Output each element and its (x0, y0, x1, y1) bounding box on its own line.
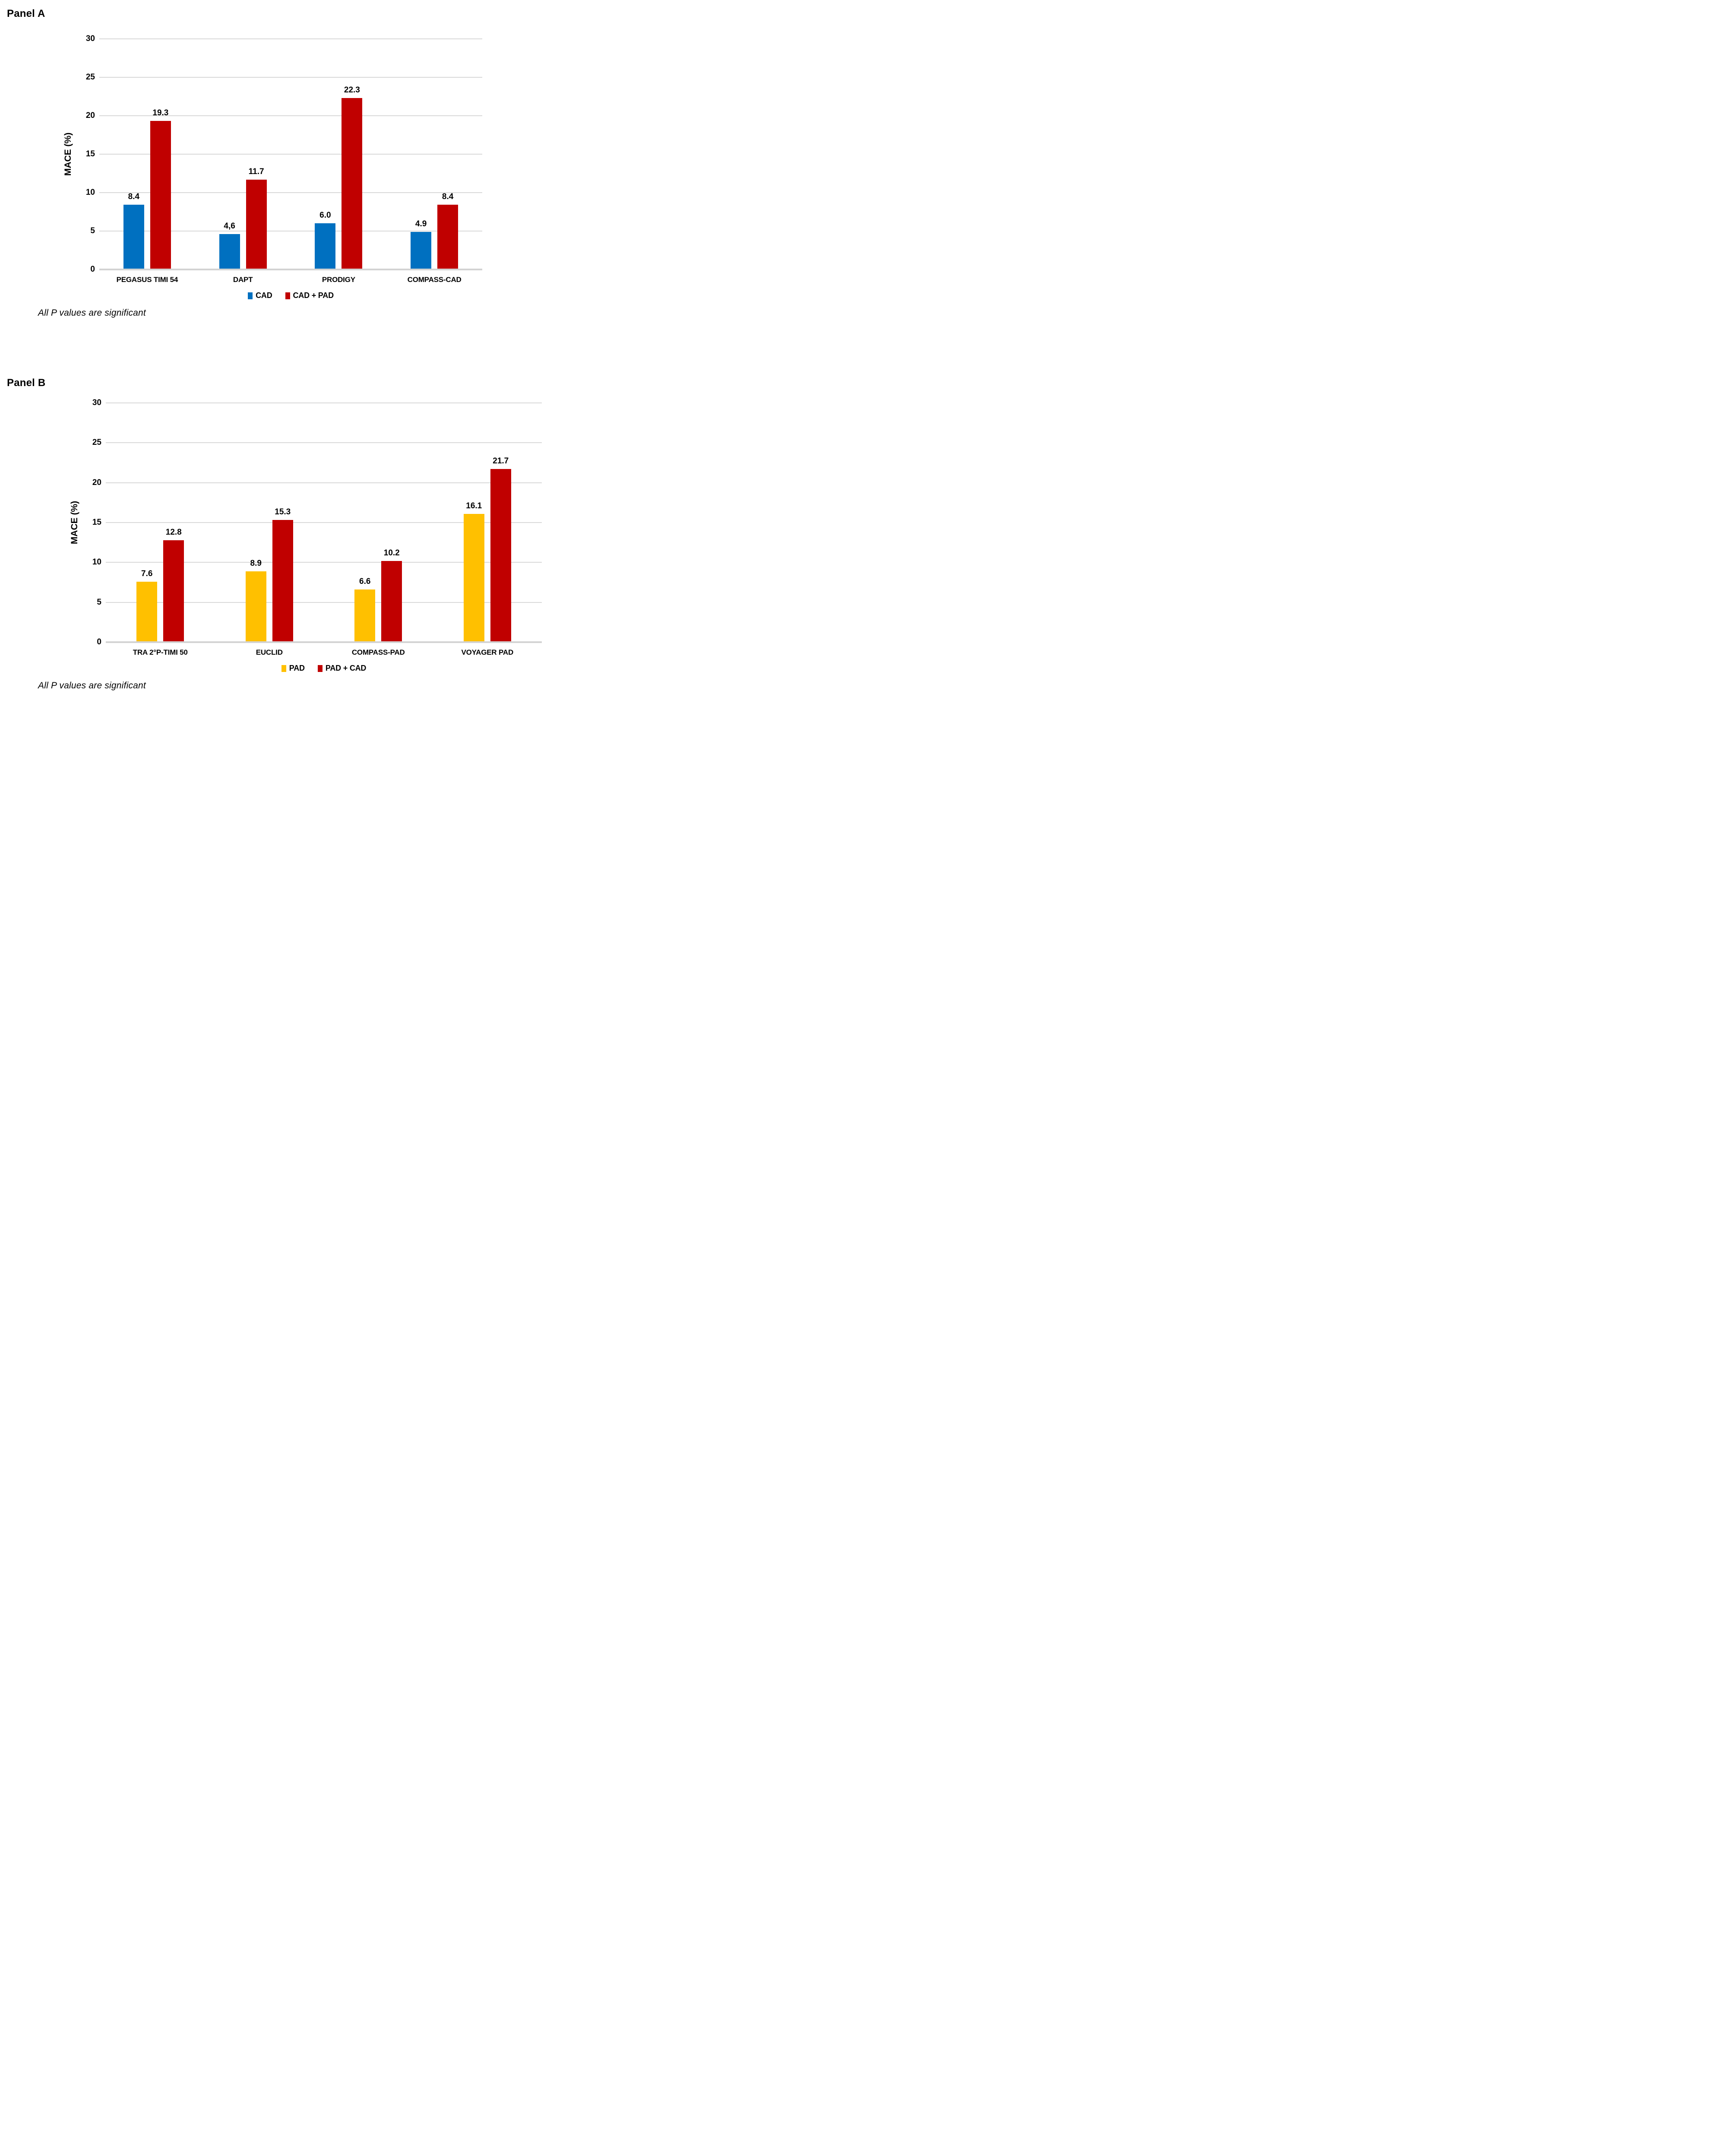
panel-b-group-euclid: 8.9 15.3 (215, 403, 324, 642)
panel-a-gridline-30 (99, 38, 482, 39)
panel-a-gridline-10 (99, 192, 482, 193)
panel-a-bar-value-cad-pad-prodigy: 22.3 (344, 86, 360, 95)
panel-a-bar-value-cad-dapt: 4,6 (224, 222, 235, 231)
panel-a-bar-value-cad-prodigy: 6.0 (319, 211, 331, 220)
panel-b-bar-pad-compass-pad: 6.6 (354, 577, 376, 642)
panel-a-bar-cad-compass-cad: 4.9 (411, 219, 432, 269)
panel-b-title: Panel B (7, 377, 46, 389)
panel-b-bar-value-pad-cad-euclid: 15.3 (275, 507, 291, 517)
panel-b-category-labels: TRA 2°P-TIMI 50 EUCLID COMPASS-PAD VOYAGER … (106, 648, 542, 657)
panel-b-gridline-5 (106, 602, 542, 603)
panel-a-bars: 8.4 19.3 4,6 11.7 6.0 22.3 4.9 8.4 (99, 39, 482, 269)
panel-b-gridline-15 (106, 522, 542, 523)
panel-b-y-axis-label: MACE (%) (70, 501, 79, 545)
panel-a-bar-value-cad-pad-dapt: 11.7 (248, 167, 264, 176)
panel-b-bar-value-pad-euclid: 8.9 (250, 558, 262, 568)
panel-a-title: Panel A (7, 8, 45, 19)
panel-a-legend: CAD CAD + PAD (99, 291, 482, 300)
panel-a-gridline-20 (99, 115, 482, 116)
panel-a-chart: MACE (%) 0 5 10 15 20 25 30 8.4 19.3 4,6 11.7 6.0 22… (63, 35, 482, 300)
panel-b-gridline-20 (106, 482, 542, 483)
panel-a: Panel A MACE (%) 0 5 10 15 20 25 30 8.4 19.3 4,6 1… (0, 0, 553, 318)
panel-a-bar-value-cad-pegasus-timi-54: 8.4 (128, 192, 140, 202)
panel-b-legend-label-pad-cad: PAD + CAD (325, 664, 367, 672)
panel-b-group-compass-pad: 6.6 10.2 (324, 403, 433, 642)
panel-a-bar-cad-pegasus-timi-54: 8.4 (123, 192, 144, 269)
panel-b-bar-value-pad-tra-2-p-timi-50: 7.6 (141, 569, 153, 578)
panel-b-bar-pad-tra-2-p-timi-50: 7.6 (136, 569, 158, 642)
panel-a-legend-label-cad: CAD (256, 291, 272, 300)
panel-a-group-prodigy: 6.0 22.3 (291, 39, 387, 269)
panel-b-bar-value-pad-compass-pad: 6.6 (359, 577, 371, 586)
panel-b-group-tra-2-p-timi-50: 7.6 12.8 (106, 403, 215, 642)
panel-a-y-axis-label: MACE (%) (63, 132, 73, 176)
panel-b-legend-swatch-pad-cad (317, 665, 323, 672)
panel-a-bar-cad-dapt: 4,6 (219, 222, 240, 269)
panel-b-category-voyager-pad: VOYAGER PAD (461, 648, 514, 656)
panel-a-group-pegasus-timi-54: 8.4 19.3 (99, 39, 195, 269)
panel-b-legend: PAD PAD + CAD (106, 664, 542, 673)
panel-b-plot-area: MACE (%) 0 5 10 15 20 25 30 7.6 12.8 8.9 15.3 6.6 10… (70, 399, 542, 646)
panel-b: Panel B MACE (%) 0 5 10 15 20 25 30 7.6 12.8 8.9 1… (0, 369, 553, 691)
panel-a-bar-value-cad-pad-compass-cad: 8.4 (442, 192, 454, 202)
panel-b-bar-value-pad-cad-compass-pad: 10.2 (383, 548, 400, 558)
panel-b-bar-pad-voyager-pad: 16.1 (463, 501, 484, 642)
panel-b-legend-label-pad: PAD (289, 664, 305, 672)
panel-a-category-prodigy: PRODIGY (322, 276, 355, 284)
panel-b-bar-pad-euclid: 8.9 (245, 559, 266, 642)
panel-b-category-compass-pad: COMPASS-PAD (351, 648, 405, 656)
panel-a-category-dapt: DAPT (233, 276, 253, 284)
panel-b-category-tra-2-p-timi-50: TRA 2°P-TIMI 50 (133, 648, 188, 656)
panel-b-bar-value-pad-voyager-pad: 16.1 (466, 501, 482, 510)
panel-b-bar-pad-cad-compass-pad: 10.2 (381, 548, 402, 642)
panel-b-gridline-25 (106, 442, 542, 444)
panel-a-plot-area: MACE (%) 0 5 10 15 20 25 30 8.4 19.3 4,6 11.7 6.0 22… (63, 35, 482, 273)
panel-a-legend-label-cad-pad: CAD + PAD (293, 291, 334, 300)
panel-a-group-compass-cad: 4.9 8.4 (386, 39, 482, 269)
panel-b-bars: 7.6 12.8 8.9 15.3 6.6 10.2 16.1 21.7 (106, 403, 542, 642)
panel-a-category-labels: PEGASUS TIMI 54 DAPT PRODIGY COMPASS-CAD (99, 276, 482, 284)
panel-b-gridline-30 (106, 402, 542, 403)
panel-a-note: All P values are significant (38, 308, 146, 318)
panel-a-bar-cad-pad-pegasus-timi-54: 19.3 (150, 108, 171, 269)
panel-b-legend-item-pad: PAD (281, 664, 305, 673)
panel-a-bar-value-cad-compass-cad: 4.9 (415, 219, 427, 228)
panel-b-gridline-0 (106, 641, 542, 643)
panel-b-category-euclid: EUCLID (256, 648, 283, 656)
panel-a-group-dapt: 4,6 11.7 (195, 39, 291, 269)
panel-b-gridline-10 (106, 562, 542, 563)
panel-a-bar-cad-prodigy: 6.0 (315, 211, 336, 269)
panel-b-legend-swatch-pad (281, 665, 286, 672)
panel-b-bar-pad-cad-tra-2-p-timi-50: 12.8 (163, 528, 184, 642)
panel-a-legend-item-cad: CAD (248, 291, 272, 300)
panel-b-bar-value-pad-cad-tra-2-p-timi-50: 12.8 (165, 527, 182, 537)
panel-b-note: All P values are significant (38, 681, 146, 691)
panel-a-bar-value-cad-pad-pegasus-timi-54: 19.3 (152, 108, 169, 118)
panel-b-legend-item-pad-cad: PAD + CAD (317, 664, 367, 673)
panel-b-bar-value-pad-cad-voyager-pad: 21.7 (493, 456, 509, 466)
panel-a-gridline-15 (99, 154, 482, 155)
panel-a-gridline-0 (99, 269, 482, 270)
panel-a-legend-swatch-cad (248, 292, 253, 299)
panel-b-bar-pad-cad-euclid: 15.3 (272, 507, 293, 642)
panel-a-legend-item-cad-pad: CAD + PAD (285, 291, 334, 300)
panel-b-bar-pad-cad-voyager-pad: 21.7 (490, 456, 511, 642)
panel-a-bar-cad-pad-dapt: 11.7 (246, 167, 267, 269)
panel-a-bar-cad-pad-compass-cad: 8.4 (437, 192, 459, 269)
panel-a-bar-cad-pad-prodigy: 22.3 (342, 86, 363, 269)
panel-a-category-compass-cad: COMPASS-CAD (407, 276, 462, 284)
panel-b-group-voyager-pad: 16.1 21.7 (433, 403, 542, 642)
panel-b-chart: MACE (%) 0 5 10 15 20 25 30 7.6 12.8 8.9 15.3 6.6 10… (70, 399, 542, 673)
panel-a-legend-swatch-cad-pad (285, 292, 290, 299)
panel-a-category-pegasus-timi-54: PEGASUS TIMI 54 (116, 276, 178, 284)
panel-a-gridline-25 (99, 77, 482, 78)
